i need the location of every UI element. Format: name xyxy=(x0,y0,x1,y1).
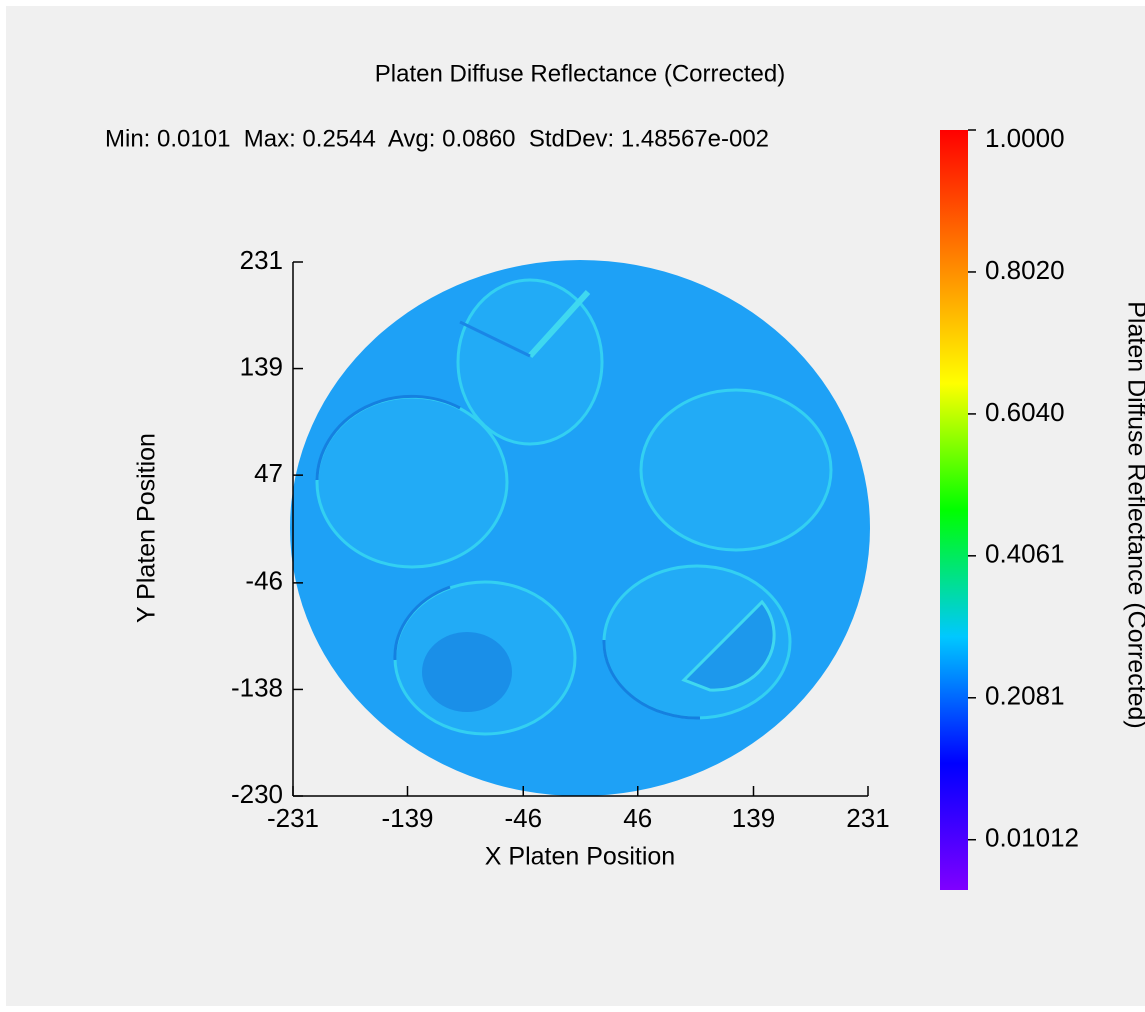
colorbar-tick-label: 0.8020 xyxy=(985,255,1065,285)
y-tick-label: 231 xyxy=(240,245,283,275)
colorbar xyxy=(940,130,968,890)
well xyxy=(641,390,831,550)
y-tick-label: -138 xyxy=(231,672,283,702)
colorbar-tick-label: 0.2081 xyxy=(985,681,1065,711)
x-tick-label: 139 xyxy=(732,803,775,833)
x-axis-label: X Platen Position xyxy=(485,843,675,871)
y-tick-label: 139 xyxy=(240,351,283,381)
x-tick-label: -139 xyxy=(381,803,433,833)
chart-title: Platen Diffuse Reflectance (Corrected) xyxy=(375,60,785,87)
y-tick-label: -230 xyxy=(231,779,283,809)
colorbar-label: Platen Diffuse Reflectance (Corrected) xyxy=(1122,301,1145,729)
x-tick-label: 231 xyxy=(846,803,889,833)
y-axis-label: Y Platen Position xyxy=(133,433,161,623)
well-feature xyxy=(422,632,512,712)
x-tick-label: -46 xyxy=(504,803,542,833)
page: {"chart_data": { "type": "heatmap", "tit… xyxy=(0,0,1145,1012)
colorbar-tick-label: 1.0000 xyxy=(985,123,1065,153)
chart: Platen Diffuse Reflectance (Corrected) M… xyxy=(0,0,1145,1012)
y-tick-label: 47 xyxy=(254,458,283,488)
heatmap-image xyxy=(290,260,870,796)
colorbar-tick-label: 0.6040 xyxy=(985,397,1065,427)
x-tick-label: 46 xyxy=(623,803,652,833)
y-tick-label: -46 xyxy=(245,566,283,596)
colorbar-tick-label: 0.01012 xyxy=(985,823,1079,853)
colorbar-tick-label: 0.4061 xyxy=(985,539,1065,569)
chart-subtitle: Min: 0.0101 Max: 0.2544 Avg: 0.0860 StdD… xyxy=(105,125,769,152)
